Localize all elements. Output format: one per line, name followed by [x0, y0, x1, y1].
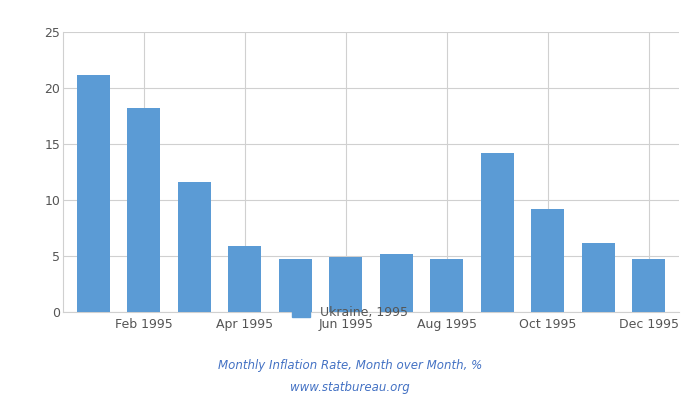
- Bar: [228, 246, 261, 312]
- Text: Monthly Inflation Rate, Month over Month, %: Monthly Inflation Rate, Month over Month…: [218, 360, 482, 372]
- Bar: [178, 182, 211, 312]
- Bar: [77, 74, 110, 312]
- Legend: Ukraine, 1995: Ukraine, 1995: [286, 301, 414, 324]
- Bar: [531, 209, 564, 312]
- Bar: [127, 108, 160, 312]
- Bar: [380, 254, 413, 312]
- Text: www.statbureau.org: www.statbureau.org: [290, 382, 410, 394]
- Bar: [279, 259, 312, 312]
- Bar: [582, 242, 615, 312]
- Bar: [481, 153, 514, 312]
- Bar: [329, 257, 362, 312]
- Bar: [632, 259, 665, 312]
- Bar: [430, 259, 463, 312]
